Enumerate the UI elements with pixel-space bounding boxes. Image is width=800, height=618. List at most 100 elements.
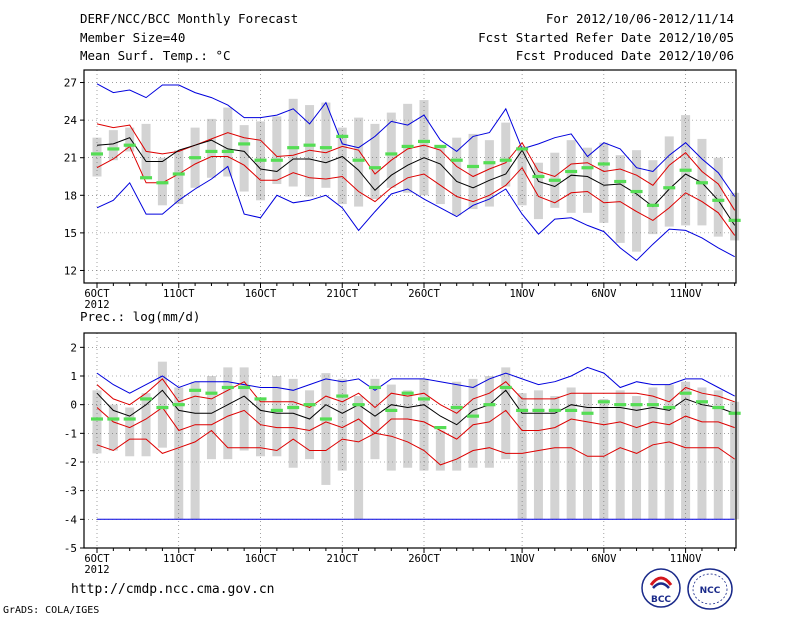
variable-label: Mean Surf. Temp.: °C [80,48,231,63]
median-marker [532,174,545,179]
median-marker [172,403,185,407]
y-tick-label: 21 [64,152,77,165]
ensemble-range-bar [174,150,184,205]
median-marker [336,394,349,398]
ensemble-range-bar [566,387,576,520]
median-marker [646,203,659,207]
median-marker [368,385,381,390]
x-tick-label: 6OCT [84,553,110,565]
median-marker [516,408,529,412]
median-marker [91,417,103,421]
ensemble-range-bar [190,381,200,520]
ensemble-range-bar [386,384,396,471]
median-marker [516,147,529,151]
x-tick-label: 11OCT [163,288,195,300]
x-year-label: 2012 [84,299,109,311]
ensemble-range-bar [370,123,380,200]
bcc-logo-text: BCC [651,595,671,605]
ensemble-range-bar [272,116,282,185]
median-marker [581,166,594,170]
median-marker [401,144,414,149]
median-marker [254,158,267,162]
ensemble-range-bar [435,145,445,205]
ensemble-range-bar [403,103,413,193]
ensemble-range-bar [288,98,298,187]
ensemble-range-bar [321,102,331,188]
ensemble-range-bar [108,404,118,451]
median-marker [728,218,741,222]
median-marker [385,152,398,156]
ensemble-range-bar [632,150,642,252]
ensemble-range-bar [681,381,691,520]
ensemble-range-bar [337,378,347,471]
x-tick-label: 21OCT [326,288,358,300]
ensemble-range-bar [206,376,216,460]
ensemble-range-bar [599,398,609,520]
y-tick-label: 2 [70,341,77,354]
median-marker [368,166,381,170]
median-marker [172,172,185,176]
ensemble-range-bar [484,140,494,207]
plot-frame [83,69,737,284]
ensemble-range-bar [125,407,135,457]
median-marker [565,169,578,174]
median-marker [663,405,676,410]
ensemble-range-bar [517,393,527,520]
median-marker [467,414,480,418]
ensemble-range-bar [305,105,315,197]
spread-lower-line [96,406,735,440]
x-tick-label: 1NOV [509,553,535,565]
plot-frame [83,332,737,549]
member-size-label: Member Size=40 [80,30,186,45]
ensemble-range-bar [321,373,331,485]
precip-panel-title: Prec.: log(mm/d) [80,309,201,324]
median-marker [483,161,496,165]
y-tick-label: 1 [70,370,77,383]
forecast-period-label: For 2012/10/06-2012/11/14 [545,11,734,26]
ensemble-range-bar [632,396,642,520]
max-line [96,366,735,397]
ensemble-range-bar [108,130,118,161]
median-marker [140,397,153,401]
median-marker [728,411,741,415]
median-marker [548,178,561,182]
median-marker [712,405,725,410]
ensemble-range-bar [305,390,315,460]
median-marker [156,181,169,185]
y-tick-label: -1 [64,427,77,440]
website-url[interactable]: http://cmdp.ncc.cma.gov.cn [71,582,275,597]
ensemble-range-bar [239,125,249,192]
ensemble-range-bar [370,378,380,460]
forecast-produced-label: Fcst Produced Date 2012/10/06 [515,48,734,63]
y-tick-label: 12 [64,264,77,277]
x-tick-label: 21OCT [326,553,358,565]
median-marker [418,139,430,144]
median-marker [205,391,218,395]
median-marker [450,405,463,410]
ensemble-range-bar [272,376,282,457]
ensemble-range-bar [648,387,658,520]
median-marker [450,158,463,162]
y-tick-label: -5 [64,542,77,555]
median-marker [695,400,708,404]
ensemble-range-bar [501,367,511,460]
ensemble-range-bar [452,381,462,471]
median-marker [319,146,332,150]
median-marker [287,146,300,150]
ensemble-range-bar [468,133,478,210]
median-marker [483,403,496,407]
ensemble-range-bar [157,361,167,448]
median-marker [467,164,480,169]
ensemble-range-bar [713,157,723,237]
bcc-logo: BCC [641,568,681,608]
median-marker [499,385,512,390]
x-tick-label: 11NOV [670,288,702,300]
spread-upper-line [96,378,735,414]
spread-upper-line [96,123,736,211]
median-marker [336,134,349,139]
min-line [96,165,735,262]
ensemble-range-bar [239,367,249,451]
ensemble-mean-line [96,389,735,426]
x-tick-label: 11NOV [670,553,702,565]
